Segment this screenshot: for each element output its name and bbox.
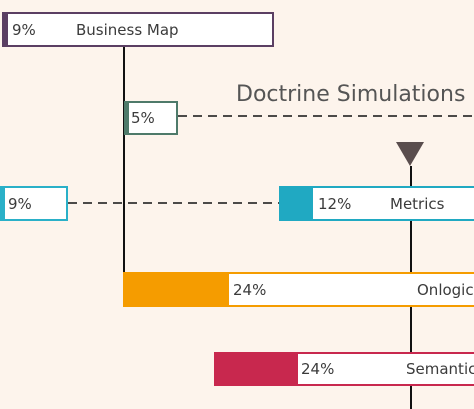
task-bar-doctrine-b[interactable]: 9% [0, 186, 68, 221]
milestone-marker[interactable] [396, 142, 424, 170]
progress-fill [216, 354, 298, 384]
task-bar-semantic[interactable]: 24% Semantic [214, 352, 474, 386]
task-name: Business Map [76, 20, 179, 39]
task-name: Onlogic [417, 280, 474, 299]
task-percent: 9% [8, 194, 32, 213]
task-name: Metrics [390, 194, 445, 213]
task-bar-doctrine-a[interactable]: 5% [124, 101, 178, 135]
task-name: Semantic [406, 360, 474, 378]
task-bar-metrics[interactable]: 12% Metrics [279, 186, 474, 221]
task-percent: 5% [131, 109, 155, 127]
section-title: Doctrine Simulations [236, 82, 466, 107]
progress-fill [2, 188, 5, 219]
task-percent: 9% [12, 20, 36, 39]
task-percent: 12% [318, 194, 352, 213]
progress-fill [125, 274, 229, 305]
triangle-down-icon [396, 142, 424, 166]
task-percent: 24% [233, 280, 267, 299]
progress-fill [4, 14, 8, 45]
progress-fill [281, 188, 313, 219]
task-bar-onlogic[interactable]: 24% Onlogic [123, 272, 474, 307]
task-bar-business-map[interactable]: 9% Business Map [2, 12, 274, 47]
progress-fill [126, 103, 129, 133]
task-percent: 24% [301, 360, 335, 378]
